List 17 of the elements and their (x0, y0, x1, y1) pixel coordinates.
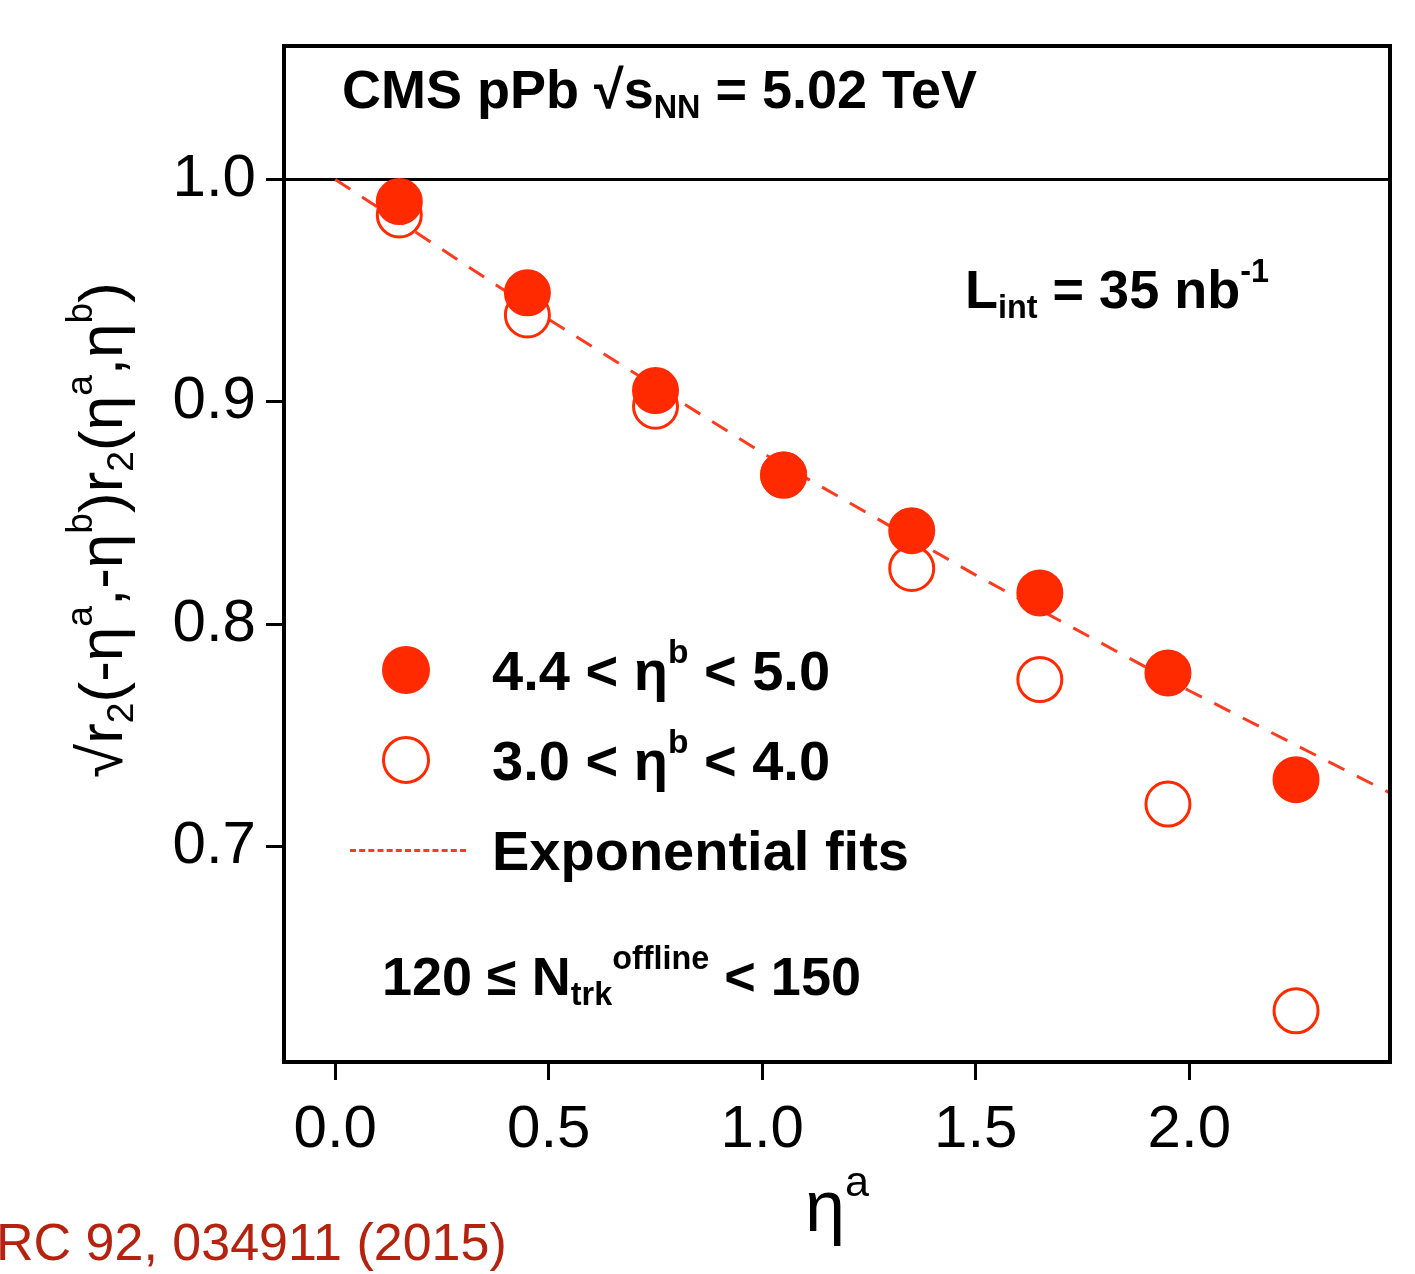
y-tick-label: 1.0 (172, 141, 256, 209)
x-tick-label: 1.5 (934, 1092, 1018, 1160)
annotation: 120 ≤ N$_{trk}$$^{offline}$ < 150 (382, 940, 861, 1012)
annotation: CMS pPb √s$_{NN}$ = 5.02 TeV (342, 58, 978, 125)
x-tick-label: 0.5 (507, 1092, 591, 1160)
y-tick-label: 0.9 (172, 364, 256, 432)
legend-label: Exponential fits (492, 817, 909, 883)
legend-label: 3.0 < η$^{b}$ < 4.0 (492, 722, 831, 793)
y-tick-label: 0.8 (172, 586, 256, 654)
text: RC 92, 034911 (2015) (0, 1212, 507, 1272)
annotation: L$_{int}$ = 35 nb$^{-1}$ (965, 253, 1269, 325)
x-tick-label: 2.0 (1147, 1092, 1232, 1160)
x-tick-label: 0.0 (293, 1092, 377, 1160)
y-tick-label: 0.7 (172, 808, 256, 876)
x-axis-title: η$^{a}$ (805, 1157, 870, 1247)
legend-label: 4.4 < η$^{b}$ < 5.0 (492, 632, 831, 703)
x-tick-label: 1.0 (720, 1092, 804, 1160)
